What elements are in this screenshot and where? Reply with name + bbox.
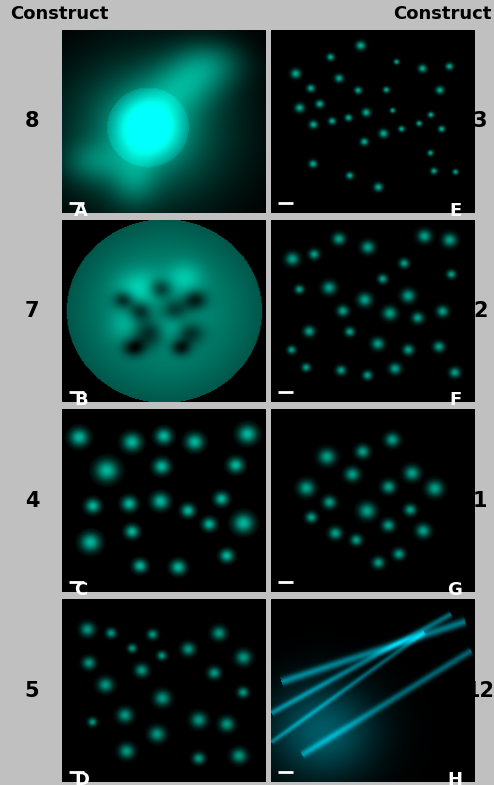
Text: F: F xyxy=(450,392,462,409)
Text: 7: 7 xyxy=(25,301,40,321)
Text: C: C xyxy=(74,581,87,599)
Text: 1: 1 xyxy=(473,491,488,511)
Text: Construct: Construct xyxy=(393,5,491,24)
Text: H: H xyxy=(447,771,462,785)
Text: 4: 4 xyxy=(25,491,40,511)
Text: 2: 2 xyxy=(473,301,488,321)
Text: D: D xyxy=(74,771,89,785)
Text: G: G xyxy=(447,581,462,599)
Text: 5: 5 xyxy=(25,681,40,700)
Text: A: A xyxy=(74,202,88,220)
Text: B: B xyxy=(74,392,87,409)
Text: Construct: Construct xyxy=(10,5,108,24)
Text: 8: 8 xyxy=(25,111,40,131)
Text: 12: 12 xyxy=(466,681,494,700)
Text: 3: 3 xyxy=(473,111,488,131)
Text: E: E xyxy=(450,202,462,220)
